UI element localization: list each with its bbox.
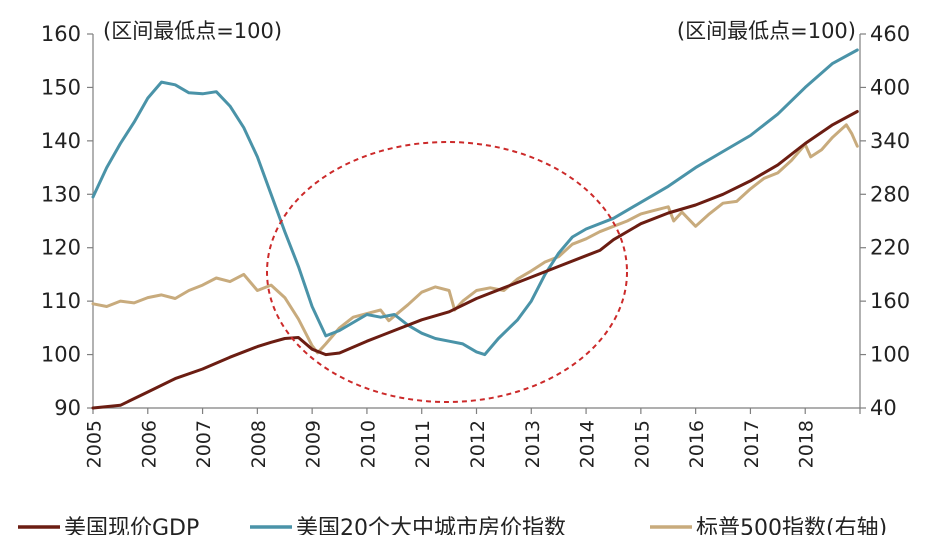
left-tick-label: 160 (41, 22, 81, 46)
x-tick-label: 2010 (357, 420, 379, 468)
right-tick-label: 400 (870, 75, 910, 99)
right-tick-label: 460 (870, 22, 910, 46)
x-tick-label: 2015 (631, 420, 653, 468)
x-tick-label: 2018 (796, 420, 818, 468)
left-tick-label: 150 (41, 75, 81, 99)
series-layer (91, 48, 859, 410)
left-tick-label: 130 (41, 182, 81, 206)
x-tick-label: 2014 (577, 420, 599, 468)
x-tick-label: 2016 (686, 420, 708, 468)
x-tick-label: 2012 (467, 420, 489, 468)
series-line-1 (91, 48, 859, 357)
axes: 160 150 140 130 120 110 100 90 460 400 340 280 220 16… (41, 22, 910, 468)
right-tick-label: 40 (870, 396, 897, 420)
right-axis-note: (区间最低点=100) (677, 19, 856, 43)
left-tick-label: 90 (54, 396, 81, 420)
x-tick-label: 2013 (522, 420, 544, 468)
right-tick-label: 220 (870, 236, 910, 260)
left-axis-note: (区间最低点=100) (103, 19, 282, 43)
x-tick-label: 2009 (303, 420, 325, 468)
left-tick-label: 120 (41, 236, 81, 260)
right-tick-label: 340 (870, 129, 910, 153)
series-line-2 (91, 123, 859, 355)
x-tick-label: 2005 (84, 420, 106, 468)
right-tick-label: 280 (870, 182, 910, 206)
left-tick-label: 110 (41, 289, 81, 313)
left-tick-label: 140 (41, 129, 81, 153)
x-tick-label: 2008 (248, 420, 270, 468)
right-tick-label: 100 (870, 343, 910, 367)
x-tick-label: 2006 (138, 420, 160, 468)
x-tick-label: 2017 (741, 420, 763, 468)
legend-label-2: 标普500指数(右轴) (696, 516, 887, 535)
legend-label-0: 美国现价GDP (64, 516, 199, 535)
legend-label-1: 美国20个大中城市房价指数 (296, 516, 566, 535)
x-tick-label: 2007 (193, 420, 215, 468)
series-line-0 (91, 110, 859, 410)
left-tick-label: 100 (41, 343, 81, 367)
x-tick-label: 2011 (412, 420, 434, 468)
right-tick-label: 160 (870, 289, 910, 313)
legend: 美国现价GDP 美国20个大中城市房价指数 标普500指数(右轴) (18, 516, 887, 535)
highlight-ellipse (266, 141, 628, 403)
